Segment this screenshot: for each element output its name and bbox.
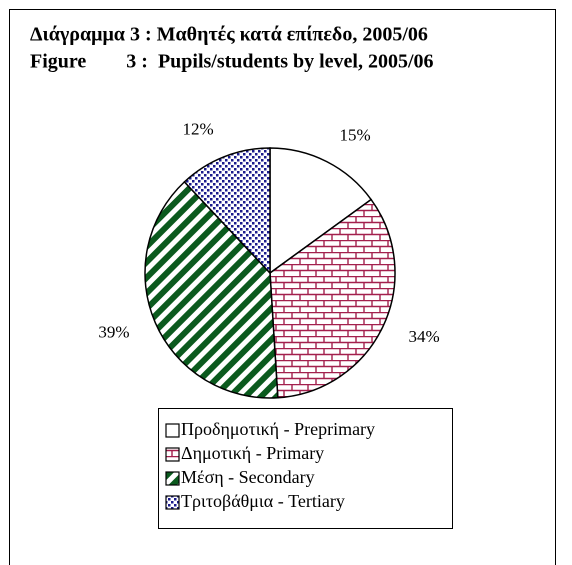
chart-frame [9, 9, 556, 565]
legend-swatch [165, 495, 180, 510]
legend-label: Προδημοτική - Preprimary [181, 419, 375, 439]
pie-slice [269, 147, 373, 275]
pie-slice [269, 198, 396, 399]
chart-title: Διάγραμμα 3 : Μαθητές κατά επίπεδο, 2005… [30, 24, 428, 46]
legend-label: Δημοτική - Primary [181, 443, 324, 463]
legend-swatch [165, 423, 180, 438]
data-label: 12% [183, 120, 214, 139]
data-label: 15% [339, 126, 370, 145]
pie-slice [183, 147, 271, 275]
data-label: 39% [98, 323, 129, 342]
chart-title: Figure 3 : Pupils/students by level, 200… [30, 51, 434, 73]
data-label: 34% [408, 327, 439, 346]
pie-slice [144, 180, 279, 399]
legend-label: Τριτοβάθμια - Tertiary [181, 491, 345, 511]
legend-box [158, 408, 453, 529]
legend-swatch [165, 447, 180, 462]
legend-label: Μέση - Secondary [181, 467, 315, 487]
legend-swatch [165, 471, 180, 486]
